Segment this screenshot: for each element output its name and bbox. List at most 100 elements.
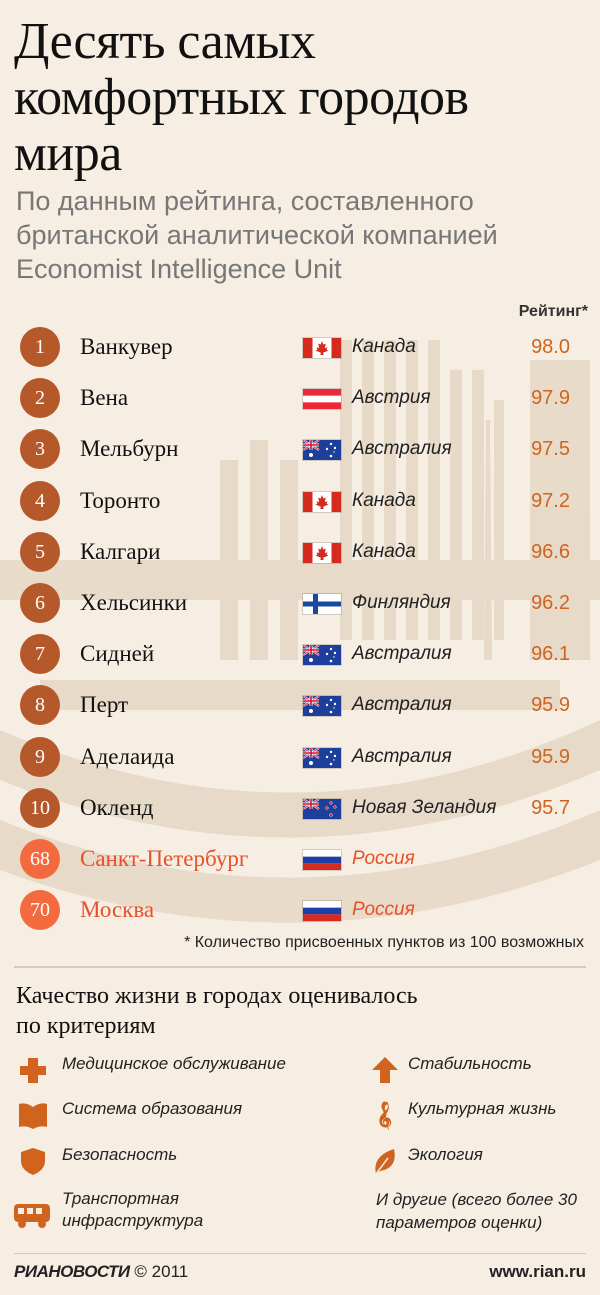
city-row: 7 Сидней Австралия 96.1 xyxy=(0,634,600,674)
rating-score: 95.9 xyxy=(531,746,570,768)
rating-score: 97.5 xyxy=(531,438,570,460)
city-row: 2 Вена Австрия 97.9 xyxy=(0,378,600,418)
criterion-label: Медицинское обслуживание xyxy=(62,1054,286,1073)
city-row: 68 Санкт-Петербург Россия xyxy=(0,839,600,879)
criteria-title-line: Качество жизни в городах оценивалось xyxy=(16,983,418,1009)
city-name: Сидней xyxy=(80,641,155,666)
city-row: 5 Калгари Канада 96.6 xyxy=(0,532,600,572)
city-name: Хельсинки xyxy=(80,590,188,615)
rank-badge: 4 xyxy=(20,481,60,521)
country-name: Австралия xyxy=(352,438,452,459)
criteria-title-line: по критериям xyxy=(16,1013,156,1039)
newzealand-flag-icon xyxy=(303,799,341,819)
country-name: Финляндия xyxy=(352,592,451,613)
city-row: 1 Ванкувер Канада 98.0 xyxy=(0,327,600,367)
criterion-label: Стабильность xyxy=(408,1054,532,1073)
other-criteria-line: И другие (всего более 30 xyxy=(376,1190,577,1209)
city-row: 3 Мельбурн Австралия 97.5 xyxy=(0,429,600,469)
criterion-label: Система образования xyxy=(62,1099,243,1118)
canada-flag-icon xyxy=(303,338,341,358)
city-row: 4 Торонто Канада 97.2 xyxy=(0,481,600,521)
city-name: Вена xyxy=(80,385,129,410)
country-name: Австралия xyxy=(352,643,452,664)
city-name: Окленд xyxy=(80,795,154,820)
rank-badge: 10 xyxy=(20,788,60,828)
rank-badge: 9 xyxy=(20,737,60,777)
city-name: Санкт-Петербург xyxy=(80,846,249,871)
rating-score: 96.1 xyxy=(531,643,570,665)
other-criteria-note: И другие (всего более 30 параметров оцен… xyxy=(376,1188,596,1234)
criterion-label: Транспортная инфраструктура xyxy=(62,1188,203,1232)
bus-icon xyxy=(12,1200,52,1230)
country-name: Россия xyxy=(352,848,415,869)
ria-novosti-logo: РИАНОВОСТИ xyxy=(14,1262,130,1281)
footer-brand: РИАНОВОСТИ © 2011 xyxy=(14,1262,188,1282)
footnote: * Количество присвоенных пунктов из 100 … xyxy=(184,934,584,951)
criterion-label: Культурная жизнь xyxy=(408,1099,557,1118)
rating-score: 97.2 xyxy=(531,490,570,512)
country-name: Австрия xyxy=(352,387,431,408)
title-line: комфортных городов xyxy=(14,69,469,126)
rating-column-header: Рейтинг* xyxy=(518,303,588,320)
finland-flag-icon xyxy=(303,594,341,614)
city-name: Москва xyxy=(80,897,155,922)
australia-flag-icon xyxy=(303,440,341,460)
rank-badge: 3 xyxy=(20,429,60,469)
other-criteria-line: параметров оценки) xyxy=(376,1213,543,1232)
country-name: Новая Зеландия xyxy=(352,797,497,818)
subtitle-line: Economist Intelligence Unit xyxy=(16,254,342,284)
footer-divider xyxy=(14,1253,586,1254)
rating-score: 98.0 xyxy=(531,336,570,358)
criterion-label-line: инфраструктура xyxy=(62,1211,204,1230)
book-icon xyxy=(16,1100,50,1130)
austria-flag-icon xyxy=(303,389,341,409)
country-name: Россия xyxy=(352,899,415,920)
copyright: © 2011 xyxy=(134,1262,189,1281)
rank-badge: 5 xyxy=(20,532,60,572)
country-name: Австралия xyxy=(352,746,452,767)
canada-flag-icon xyxy=(303,543,341,563)
city-name: Мельбурн xyxy=(80,436,179,461)
criterion-label: Безопасность xyxy=(62,1145,178,1164)
subtitle-line: британской аналитической компанией xyxy=(16,220,498,250)
rank-badge: 70 xyxy=(20,890,60,930)
city-row: 9 Аделаида Австралия 95.9 xyxy=(0,737,600,777)
country-name: Канада xyxy=(352,490,416,511)
country-name: Австралия xyxy=(352,694,452,715)
city-row: 70 Москва Россия xyxy=(0,890,600,930)
australia-flag-icon xyxy=(303,748,341,768)
rank-badge: 6 xyxy=(20,583,60,623)
australia-flag-icon xyxy=(303,645,341,665)
city-row: 10 Окленд Новая Зеландия 95.7 xyxy=(0,788,600,828)
skyline-background xyxy=(0,340,600,923)
city-name: Калгари xyxy=(80,539,161,564)
subtitle-line: По данным рейтинга, составленного xyxy=(16,186,474,216)
title-line: мира xyxy=(14,125,122,182)
footer-site-link[interactable]: www.rian.ru xyxy=(489,1262,586,1281)
cross-icon xyxy=(16,1055,50,1085)
rating-score: 96.2 xyxy=(531,592,570,614)
city-row: 8 Перт Австралия 95.9 xyxy=(0,685,600,725)
treble-clef-icon: 𝄞 xyxy=(368,1100,402,1130)
city-name: Торонто xyxy=(80,488,161,513)
australia-flag-icon xyxy=(303,696,341,716)
rating-score: 97.9 xyxy=(531,387,570,409)
rank-badge: 8 xyxy=(20,685,60,725)
country-name: Канада xyxy=(352,336,416,357)
city-name: Аделаида xyxy=(80,744,175,769)
canada-flag-icon xyxy=(303,492,341,512)
rank-badge: 1 xyxy=(20,327,60,367)
title-line: Десять самых xyxy=(14,13,316,70)
criteria-title: Качество жизни в городах оценивалось по … xyxy=(16,981,586,1041)
arrow-up-icon xyxy=(368,1055,402,1085)
rating-score: 95.9 xyxy=(531,694,570,716)
city-name: Перт xyxy=(80,692,129,717)
subtitle: По данным рейтинга, составленного британ… xyxy=(16,184,596,286)
russia-flag-icon xyxy=(303,850,341,870)
rank-badge: 2 xyxy=(20,378,60,418)
rating-score: 95.7 xyxy=(531,797,570,819)
russia-flag-icon xyxy=(303,901,341,921)
divider xyxy=(14,966,586,968)
city-row: 6 Хельсинки Финляндия 96.2 xyxy=(0,583,600,623)
rank-badge: 7 xyxy=(20,634,60,674)
